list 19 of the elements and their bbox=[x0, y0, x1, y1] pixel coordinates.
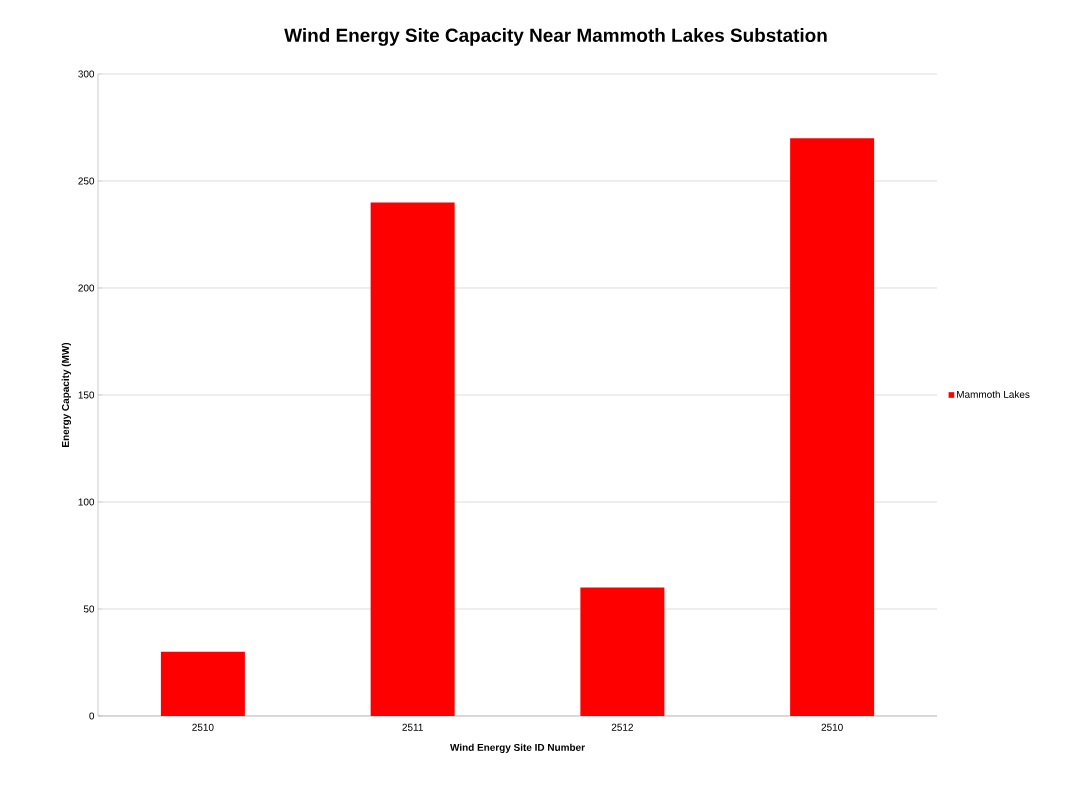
legend-label: Mammoth Lakes bbox=[957, 390, 1030, 398]
bar bbox=[580, 587, 665, 716]
x-tick-label: 2512 bbox=[611, 723, 633, 731]
x-tick-label: 2510 bbox=[821, 723, 843, 731]
x-tick-label: 2511 bbox=[402, 723, 423, 731]
bar bbox=[370, 202, 455, 716]
y-axis-title: Energy Capacity (MW) bbox=[61, 342, 72, 447]
y-tick-label: 50 bbox=[83, 605, 95, 613]
y-tick-label: 100 bbox=[78, 498, 95, 506]
y-tick-label: 150 bbox=[78, 391, 95, 399]
y-tick-label: 250 bbox=[78, 177, 95, 185]
x-tick-label: 2510 bbox=[192, 723, 214, 731]
y-tick-label: 0 bbox=[89, 712, 95, 720]
y-tick-label: 300 bbox=[78, 70, 95, 78]
bar bbox=[160, 651, 245, 716]
y-tick-label: 200 bbox=[78, 284, 95, 292]
chart-title: Wind Energy Site Capacity Near Mammoth Lakes Substation bbox=[284, 28, 827, 46]
x-axis-title: Wind Energy Site ID Number bbox=[450, 743, 585, 753]
bar bbox=[790, 138, 875, 716]
